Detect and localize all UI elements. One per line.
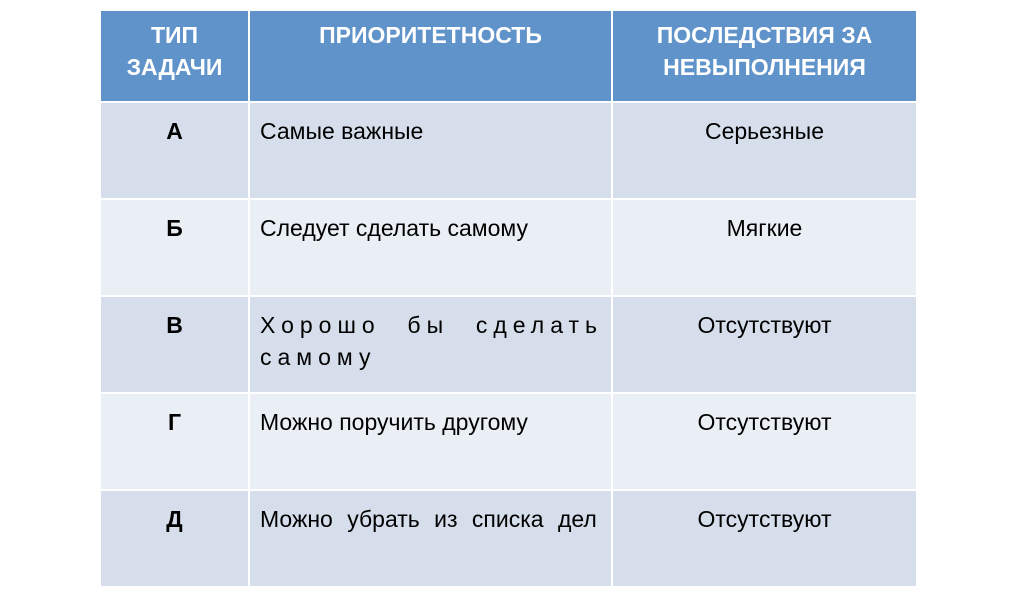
table-row: Г Можно поручить другому Отсутствуют	[99, 392, 918, 491]
header-task-type: ТИП ЗАДАЧИ	[99, 9, 250, 103]
task-priority-table: ТИП ЗАДАЧИ ПРИОРИТЕТНОСТЬ ПОСЛЕДСТВИЯ ЗА…	[99, 9, 918, 588]
priority-cell: Можно убрать из списка дел	[248, 489, 613, 588]
consequences-cell: Мягкие	[611, 198, 918, 297]
task-type-cell: Д	[99, 489, 250, 588]
task-type-cell: В	[99, 295, 250, 394]
task-type-cell: Г	[99, 392, 250, 491]
header-consequences: ПОСЛЕДСТВИЯ ЗА НЕВЫПОЛНЕНИЯ	[611, 9, 918, 103]
task-type-cell: Б	[99, 198, 250, 297]
table-row: Б Следует сделать самому Мягкие	[99, 198, 918, 297]
consequences-cell: Серьезные	[611, 101, 918, 200]
table-row: Д Можно убрать из списка дел Отсутствуют	[99, 489, 918, 588]
table-row: А Самые важные Серьезные	[99, 101, 918, 200]
priority-cell: Самые важные	[248, 101, 613, 200]
priority-cell: Хорошо бы сделать самому	[248, 295, 613, 394]
header-row: ТИП ЗАДАЧИ ПРИОРИТЕТНОСТЬ ПОСЛЕДСТВИЯ ЗА…	[99, 9, 918, 103]
priority-cell: Можно поручить другому	[248, 392, 613, 491]
consequences-cell: Отсутствуют	[611, 295, 918, 394]
table-row: В Хорошо бы сделать самому Отсутствуют	[99, 295, 918, 394]
header-priority: ПРИОРИТЕТНОСТЬ	[248, 9, 613, 103]
consequences-cell: Отсутствуют	[611, 392, 918, 491]
priority-cell: Следует сделать самому	[248, 198, 613, 297]
consequences-cell: Отсутствуют	[611, 489, 918, 588]
task-type-cell: А	[99, 101, 250, 200]
